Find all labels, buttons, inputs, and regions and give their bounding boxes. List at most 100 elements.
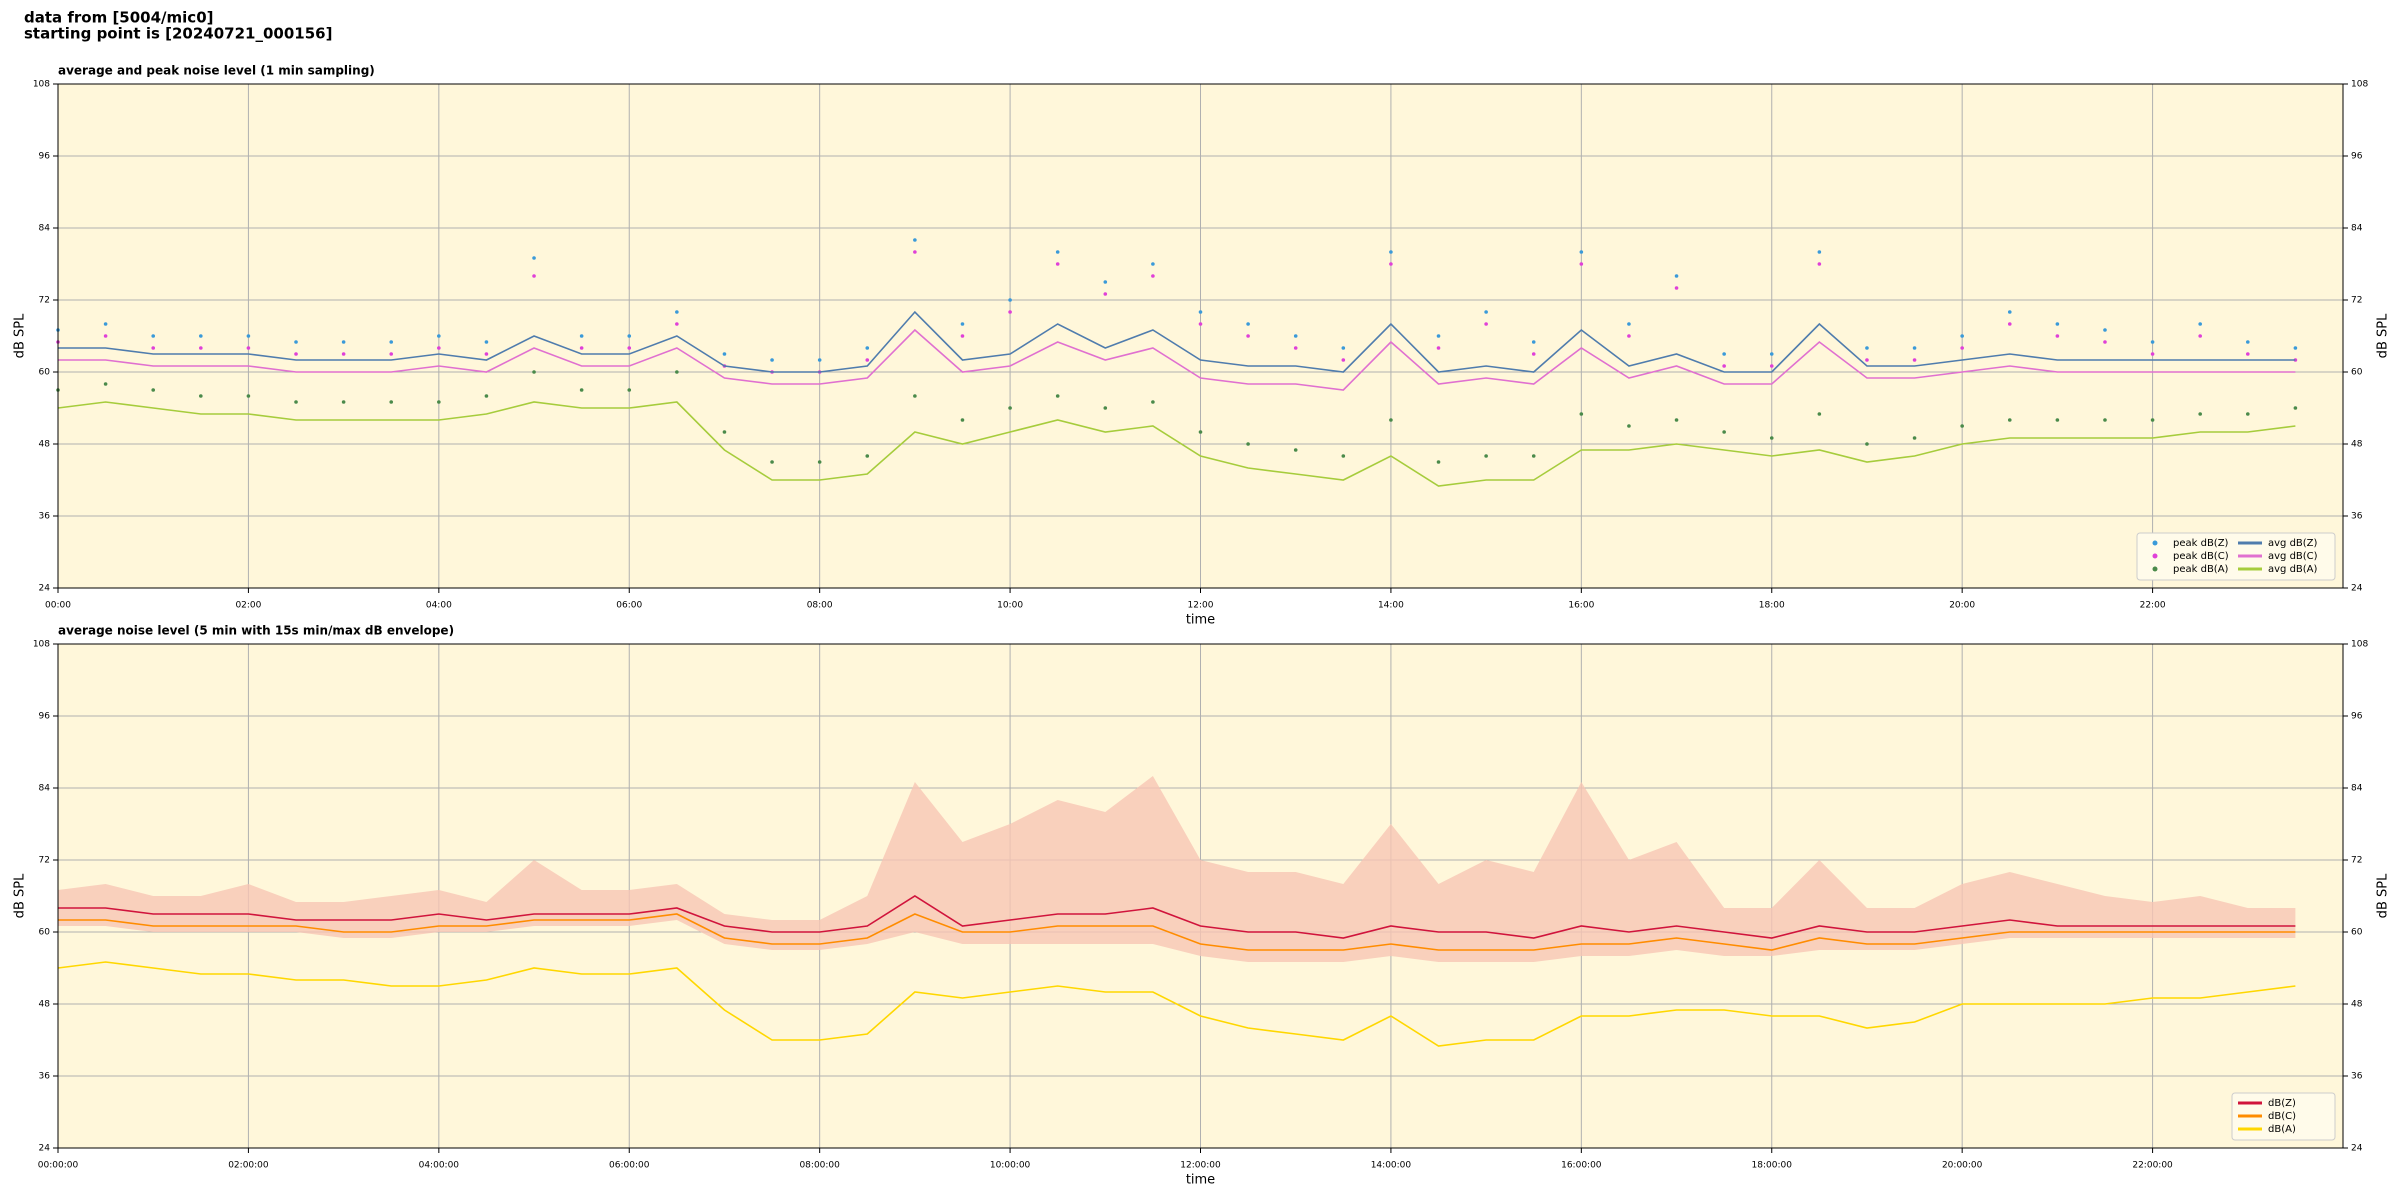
x-tick-label: 12:00 — [1188, 601, 1214, 611]
plot-frame — [57, 643, 2344, 1149]
peak-dot — [1246, 442, 1250, 446]
peak-dot — [1293, 448, 1298, 452]
peak-dot — [1293, 334, 1298, 338]
plot-frame — [57, 83, 2344, 589]
peak-dot — [960, 334, 965, 338]
peak-dot — [532, 256, 536, 260]
y-tick-label: 36 — [39, 1072, 51, 1082]
series-line — [58, 328, 2296, 391]
peak-dot — [1531, 454, 1536, 458]
legend-label: dB(Z) — [2268, 1098, 2296, 1109]
y2-tick-label: 24 — [2351, 584, 2363, 594]
series-line — [58, 895, 2296, 939]
series-line — [58, 310, 2296, 373]
x-tick-label: 22:00 — [2140, 601, 2166, 611]
peak-dot — [484, 394, 489, 398]
peak-dot — [817, 358, 822, 362]
peak-dot — [437, 334, 441, 338]
y2-tick-label: 60 — [2351, 928, 2363, 938]
series-line — [57, 401, 2296, 487]
peak-dot — [1055, 262, 1060, 266]
peak-dot — [865, 346, 870, 350]
peak-dot — [1769, 436, 1774, 440]
y2-axis-label: dB SPL — [2376, 873, 2391, 918]
peak-dot — [1627, 424, 1631, 428]
x-tick-label: 08:00 — [807, 601, 833, 611]
y2-axis-label: dB SPL — [2376, 313, 2391, 358]
peak-dot — [341, 352, 346, 356]
peak-dot — [817, 460, 822, 464]
peak-dot — [1912, 346, 1917, 350]
peak-dot — [2245, 412, 2250, 416]
peak-dot — [2198, 334, 2202, 338]
peak-dot — [2293, 346, 2298, 350]
legend-label: avg dB(A) — [2268, 564, 2318, 575]
peak-dot — [1674, 286, 1679, 290]
peak-dot — [1722, 364, 1726, 368]
peak-dot — [1531, 352, 1536, 356]
peak-dot — [437, 400, 441, 404]
peak-dot — [913, 250, 917, 254]
y-tick-label: 48 — [39, 1000, 51, 1010]
y2-tick-label: 24 — [2351, 1144, 2363, 1154]
legend-box — [2136, 532, 2336, 581]
legend-label: dB(C) — [2268, 1111, 2296, 1122]
x-tick-label: 20:00 — [1949, 601, 1975, 611]
peak-dot — [1246, 334, 1250, 338]
legend-swatch — [2152, 566, 2158, 572]
y2-tick-label: 108 — [2351, 640, 2368, 650]
peak-dot — [1817, 412, 1822, 416]
peak-dot — [1151, 400, 1155, 404]
x-tick-label: 10:00 — [997, 601, 1023, 611]
y-axis-label: dB SPL — [13, 313, 28, 358]
y2-tick-label: 48 — [2351, 440, 2363, 450]
peak-dot — [1960, 424, 1964, 428]
peak-dot — [2103, 418, 2107, 422]
peak-dot — [770, 460, 774, 464]
peak-dot — [722, 430, 727, 434]
legend-swatch — [2152, 553, 2158, 559]
peak-dot — [1817, 262, 1822, 266]
peak-dot — [2103, 328, 2107, 332]
peak-dot — [1484, 454, 1488, 458]
peak-dot — [246, 346, 251, 350]
peak-dot — [389, 400, 394, 404]
peak-dot — [2103, 340, 2107, 344]
peak-dot — [722, 352, 727, 356]
series-line — [58, 913, 2296, 951]
peak-dot — [1103, 280, 1108, 284]
x-axis-label: time — [1186, 613, 1215, 628]
y-tick-label: 72 — [39, 296, 50, 306]
envelope — [58, 776, 2296, 962]
peak-dot — [1341, 346, 1346, 350]
peak-dot — [1198, 322, 1203, 326]
peak-dot — [1912, 436, 1917, 440]
peak-dot — [2198, 412, 2202, 416]
peak-dot — [1008, 406, 1012, 410]
y2-tick-label: 96 — [2351, 152, 2363, 162]
peak-dot — [151, 334, 156, 338]
peak-dot — [865, 358, 870, 362]
peak-dot — [1389, 418, 1393, 422]
y-tick-label: 48 — [39, 440, 51, 450]
y2-tick-label: 48 — [2351, 1000, 2363, 1010]
legend-label: avg dB(C) — [2268, 551, 2318, 562]
y-tick-label: 24 — [39, 1144, 51, 1154]
x-tick-label: 18:00:00 — [1752, 1161, 1793, 1171]
peak-dot — [2150, 418, 2155, 422]
legend-label: avg dB(Z) — [2268, 538, 2318, 549]
peak-dot — [2055, 322, 2060, 326]
peak-dot — [865, 454, 870, 458]
peak-dot — [579, 334, 584, 338]
x-tick-label: 06:00:00 — [609, 1161, 650, 1171]
peak-dot — [294, 400, 298, 404]
peak-dot — [627, 346, 632, 350]
legend-label: peak dB(Z) — [2173, 538, 2229, 549]
peak-dot — [1531, 340, 1536, 344]
peak-dot — [389, 340, 394, 344]
legend-swatch — [2152, 540, 2158, 546]
peak-dot — [341, 340, 346, 344]
x-tick-label: 18:00 — [1759, 601, 1785, 611]
x-tick-label: 10:00:00 — [990, 1161, 1031, 1171]
